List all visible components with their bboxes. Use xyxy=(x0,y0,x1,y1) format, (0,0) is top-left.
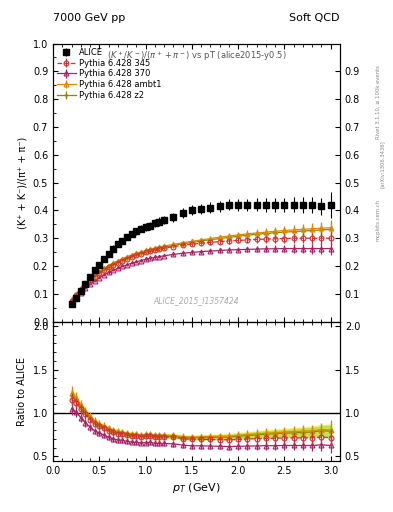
Text: Soft QCD: Soft QCD xyxy=(290,13,340,23)
Text: mcplots.cern.ch: mcplots.cern.ch xyxy=(376,199,380,241)
Legend: ALICE, Pythia 6.428 345, Pythia 6.428 370, Pythia 6.428 ambt1, Pythia 6.428 z2: ALICE, Pythia 6.428 345, Pythia 6.428 37… xyxy=(55,46,163,102)
Y-axis label: Ratio to ALICE: Ratio to ALICE xyxy=(17,357,27,426)
Y-axis label: (K⁺ + K⁻)/(π⁺ + π⁻): (K⁺ + K⁻)/(π⁺ + π⁻) xyxy=(17,137,27,229)
Text: ALICE_2015_I1357424: ALICE_2015_I1357424 xyxy=(154,296,239,305)
Text: $(K^+/K^-)$/$(\pi^++\pi^-)$ vs pT (alice2015-y0.5): $(K^+/K^-)$/$(\pi^++\pi^-)$ vs pT (alice… xyxy=(107,49,286,63)
X-axis label: $p_T$ (GeV): $p_T$ (GeV) xyxy=(172,481,221,495)
Text: Rivet 3.1.10, ≥ 100k events: Rivet 3.1.10, ≥ 100k events xyxy=(376,66,380,139)
Text: 7000 GeV pp: 7000 GeV pp xyxy=(53,13,125,23)
Text: [arXiv:1306.3436]: [arXiv:1306.3436] xyxy=(380,140,385,188)
